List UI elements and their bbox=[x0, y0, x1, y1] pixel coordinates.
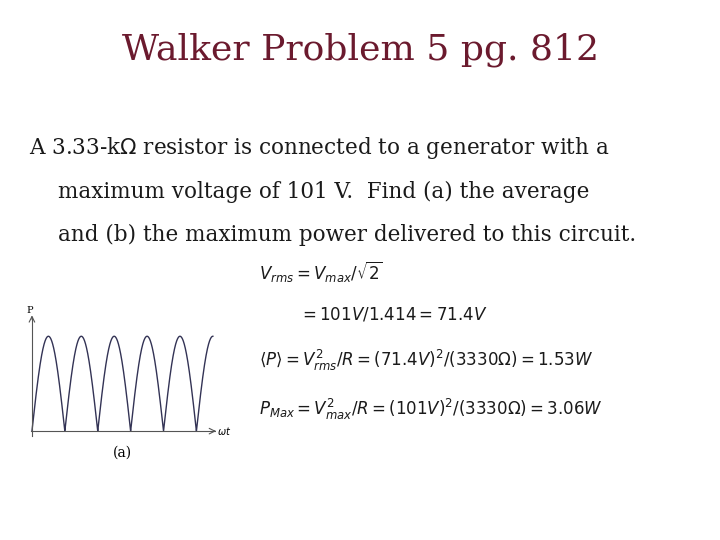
Text: $V_{rms} = V_{max} / \sqrt{2}$: $V_{rms} = V_{max} / \sqrt{2}$ bbox=[259, 259, 383, 284]
Text: P: P bbox=[27, 306, 33, 315]
Text: Walker Problem 5 pg. 812: Walker Problem 5 pg. 812 bbox=[122, 32, 598, 67]
Text: $P_{Max} = V^2_{max} / R = (101V)^2 /(3330\Omega) = 3.06W$: $P_{Max} = V^2_{max} / R = (101V)^2 /(33… bbox=[259, 397, 603, 422]
Text: A 3.33-k$\Omega$ resistor is connected to a generator with a: A 3.33-k$\Omega$ resistor is connected t… bbox=[29, 135, 609, 161]
Text: maximum voltage of 101 V.  Find (a) the average: maximum voltage of 101 V. Find (a) the a… bbox=[58, 181, 589, 203]
Text: $\omega t$: $\omega t$ bbox=[217, 425, 231, 437]
Text: $\langle P \rangle = V^2_{rms} / R = (71.4V)^2 /(3330\Omega) = 1.53W$: $\langle P \rangle = V^2_{rms} / R = (71… bbox=[259, 348, 593, 373]
Text: (a): (a) bbox=[113, 446, 132, 460]
Text: and (b) the maximum power delivered to this circuit.: and (b) the maximum power delivered to t… bbox=[58, 224, 636, 246]
Text: $= 101V / 1.414 = 71.4V$: $= 101V / 1.414 = 71.4V$ bbox=[299, 305, 487, 323]
